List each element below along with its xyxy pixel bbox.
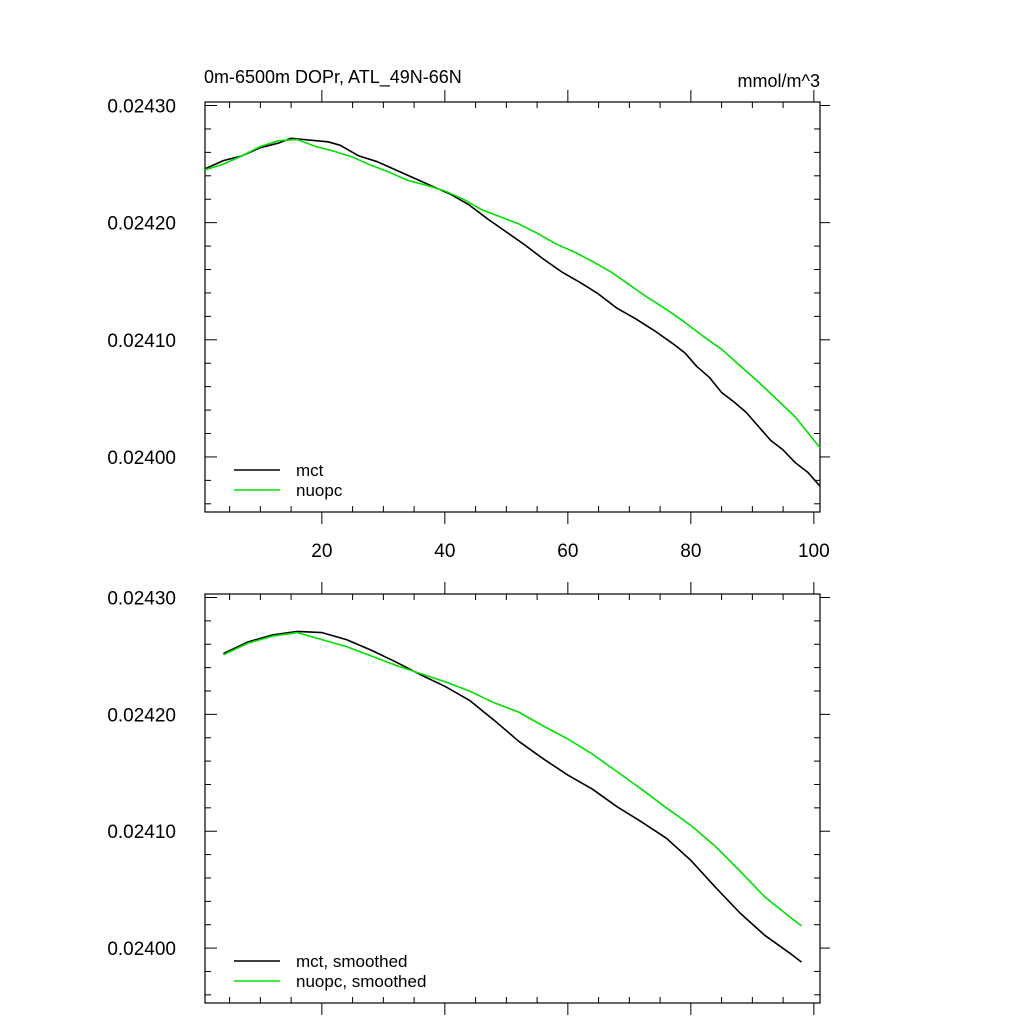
bottom-y-tick-label: 0.02400 — [107, 939, 176, 960]
top-x-tick-label: 20 — [311, 541, 332, 562]
top-x-tick-label: 100 — [798, 541, 830, 562]
bottom-series-nuopc-smoothed-line — [223, 631, 802, 927]
top-x-tick-label: 80 — [680, 541, 701, 562]
bottom-series-mct-smoothed-line — [223, 630, 802, 963]
top-x-tick-label: 60 — [557, 541, 578, 562]
bottom-y-tick-label: 0.02410 — [107, 822, 176, 843]
top-plot-frame — [204, 101, 821, 513]
top-panel: 0.02400 0.02410 0.02420 0.02430 20 40 60 80 100 m… — [107, 90, 830, 562]
chart-units-label: mmol/m^3 — [738, 71, 820, 91]
top-y-tick-label: 0.02420 — [107, 214, 176, 235]
bottom-legend-label: nuopc, smoothed — [296, 972, 426, 991]
top-y-tick-label: 0.02430 — [107, 97, 176, 118]
top-y-tick-label: 0.02410 — [107, 331, 176, 352]
top-legend-label: mct — [296, 461, 324, 480]
bottom-plot-frame — [204, 593, 821, 1004]
top-legend-label: nuopc — [296, 481, 343, 500]
top-series-nuopc-line — [204, 138, 821, 449]
top-series-mct-line — [204, 137, 821, 487]
top-x-tick-label: 40 — [434, 541, 455, 562]
bottom-y-tick-label: 0.02420 — [107, 705, 176, 726]
chart-title: 0m-6500m DOPr, ATL_49N-66N — [204, 67, 462, 88]
bottom-y-tick-label: 0.02430 — [107, 589, 176, 610]
top-y-tick-label: 0.02400 — [107, 448, 176, 469]
bottom-panel: 0.02400 0.02410 0.02420 0.02430 mct, smoothe… — [107, 582, 830, 1015]
bottom-legend-label: mct, smoothed — [296, 952, 408, 971]
